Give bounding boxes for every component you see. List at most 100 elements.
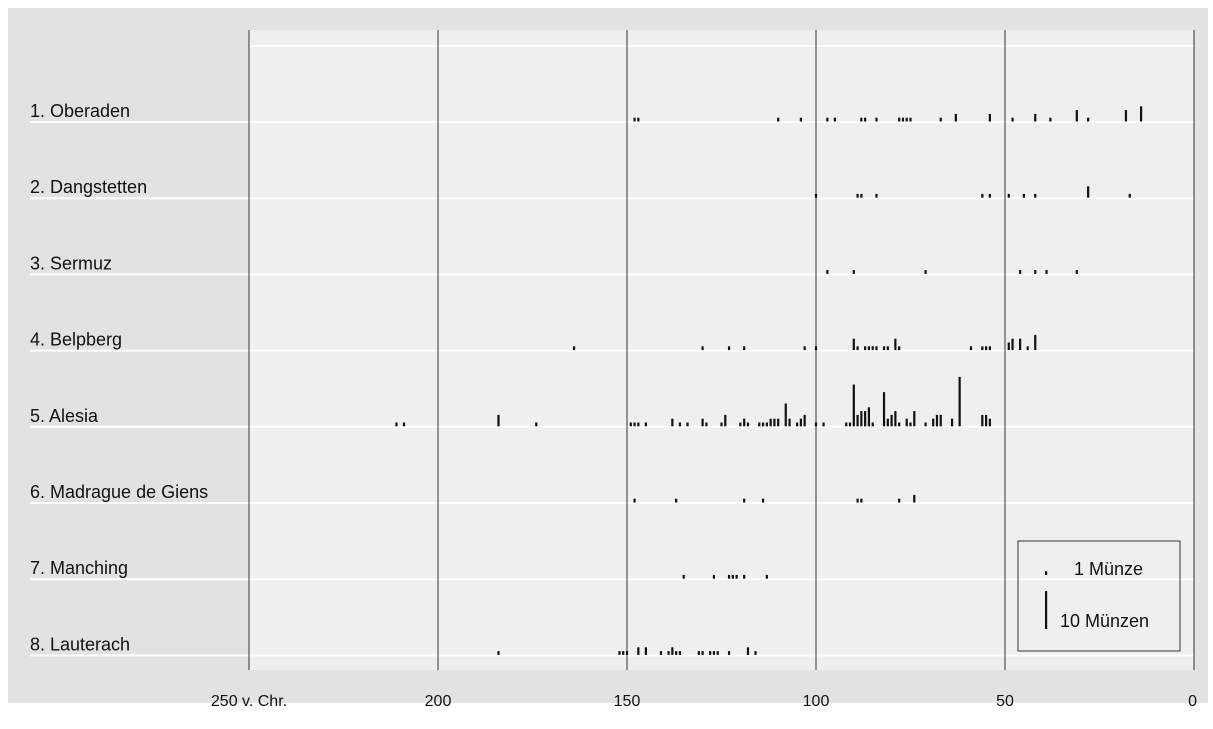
- coin-mark: [716, 651, 719, 655]
- coin-mark: [739, 422, 742, 427]
- coin-mark: [905, 418, 908, 427]
- coin-mark: [625, 651, 629, 655]
- coin-mark: [1007, 193, 1010, 198]
- tick-label: 200: [425, 693, 452, 710]
- coin-mark: [761, 422, 765, 427]
- coin-mark: [924, 270, 927, 274]
- coin-mark: [1011, 117, 1014, 122]
- coin-mark: [1124, 110, 1128, 122]
- coin-mark: [1034, 270, 1037, 274]
- coin-mark: [909, 422, 912, 427]
- coin-mark: [720, 422, 723, 427]
- coin-mark: [629, 422, 632, 427]
- coin-mark: [743, 346, 746, 351]
- coin-mark: [675, 498, 678, 503]
- coin-mark: [784, 403, 787, 427]
- coin-mark: [773, 418, 776, 427]
- coin-mark: [932, 418, 935, 427]
- coin-mark: [981, 346, 984, 351]
- coin-mark: [856, 346, 859, 351]
- coin-mark: [833, 117, 836, 122]
- coin-mark: [886, 418, 889, 427]
- site-rows: 1. Oberaden 2. Dangstetten 3. Sermuz 4. Bel…: [30, 101, 1194, 657]
- coin-mark: [1022, 193, 1025, 198]
- site-label: 5. Alesia: [30, 406, 99, 426]
- coin-mark: [633, 498, 636, 503]
- coin-mark: [864, 117, 867, 122]
- coin-mark: [898, 117, 901, 122]
- coin-mark: [497, 414, 500, 427]
- coin-mark: [622, 651, 625, 655]
- coin-mark: [985, 346, 988, 351]
- coin-mark: [909, 117, 912, 122]
- coin-mark: [1034, 113, 1037, 122]
- coin-mark: [882, 346, 886, 351]
- coin-mark: [709, 651, 712, 655]
- coin-mark: [777, 117, 780, 122]
- coin-mark: [814, 193, 818, 198]
- coin-mark: [1087, 186, 1090, 198]
- coin-mark: [939, 414, 942, 427]
- coin-mark: [860, 411, 863, 427]
- coin-mark: [950, 418, 954, 427]
- site-label: 7. Manching: [30, 558, 128, 578]
- coin-mark: [939, 117, 942, 122]
- coin-mark: [497, 651, 500, 655]
- coin-mark: [890, 414, 893, 427]
- coin-mark: [894, 411, 897, 427]
- coin-mark: [644, 422, 647, 427]
- legend-label: 1 Münze: [1074, 559, 1143, 579]
- coin-mark: [860, 117, 863, 122]
- coin-mark: [988, 113, 991, 122]
- coin-mark: [765, 422, 768, 427]
- coin-mark: [705, 422, 708, 427]
- tick-label: 0: [1188, 693, 1197, 710]
- coin-mark: [701, 346, 704, 351]
- coin-mark: [1026, 346, 1029, 351]
- coin-mark: [856, 193, 859, 198]
- coin-mark: [1034, 193, 1037, 198]
- coin-mark: [769, 418, 772, 427]
- coin-mark: [701, 651, 704, 655]
- coin-mark: [826, 270, 829, 274]
- coin-mark: [633, 422, 636, 427]
- tick-label: 250 v. Chr.: [211, 693, 287, 710]
- coin-mark: [1019, 270, 1022, 274]
- coin-mark: [1075, 110, 1078, 122]
- coin-mark: [712, 574, 716, 579]
- coin-mark: [886, 346, 889, 351]
- coin-mark: [852, 270, 855, 274]
- coin-mark: [735, 574, 738, 579]
- coin-mark: [697, 651, 700, 655]
- coin-mark: [765, 574, 768, 579]
- coin-mark: [852, 338, 855, 351]
- coin-mark: [402, 422, 406, 427]
- tick-label: 50: [996, 693, 1014, 710]
- coin-mark: [985, 414, 988, 427]
- coin-mark: [746, 647, 750, 655]
- coin-mark: [822, 422, 825, 427]
- coin-mark: [856, 498, 859, 503]
- coin-mark: [826, 117, 829, 122]
- coin-mark: [867, 407, 871, 427]
- coin-mark: [958, 376, 961, 427]
- coin-mark: [1075, 270, 1078, 274]
- coin-mark: [901, 117, 905, 122]
- coin-mark: [913, 411, 916, 427]
- legend-box: [1017, 540, 1181, 652]
- coin-mark: [803, 414, 806, 427]
- site-label: 6. Madrague de Giens: [30, 482, 208, 502]
- coin-mark: [727, 346, 731, 351]
- coin-mark: [1034, 334, 1037, 351]
- coin-mark: [981, 414, 984, 427]
- coin-mark: [746, 422, 750, 427]
- coin-mark: [644, 647, 647, 655]
- coin-mark: [969, 346, 973, 351]
- coin-mark: [905, 117, 908, 122]
- coin-mark: [686, 422, 689, 427]
- coin-mark: [856, 414, 859, 427]
- coin-mark: [860, 193, 863, 198]
- coin-mark: [743, 574, 746, 579]
- coin-mark: [799, 418, 802, 427]
- coin-mark: [871, 422, 874, 427]
